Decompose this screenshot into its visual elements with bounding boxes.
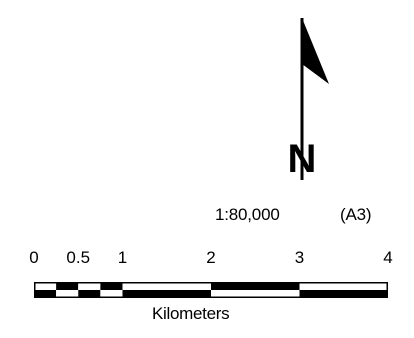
scale-ratio: 1:80,000 (215, 205, 280, 224)
scale-tick-label: 4 (383, 248, 393, 267)
scale-bar-segment (56, 283, 79, 290)
scale-bar-segment (56, 290, 79, 297)
north-letter: N (288, 137, 317, 181)
scale-tick-label: 2 (206, 248, 216, 267)
north-arrow-icon: N (288, 18, 329, 181)
scale-bar-segment (299, 283, 388, 290)
scale-bar-segment (100, 290, 123, 297)
paper-size: (A3) (340, 205, 372, 224)
scale-bar (34, 282, 388, 298)
scale-bar-segment (211, 290, 300, 297)
scale-bar-segment (299, 290, 388, 297)
scale-bar-border (34, 282, 388, 298)
scale-tick-label: 3 (294, 248, 305, 267)
scale-bar-segment (211, 283, 300, 290)
scale-tick-label: 0 (29, 248, 39, 267)
scale-bar-segment (34, 290, 57, 297)
scale-bar-segment (34, 283, 57, 290)
scale-bar-segment (122, 283, 211, 290)
scale-bar-segment (100, 283, 123, 290)
scale-bar-segment (78, 283, 101, 290)
scale-tick-label: 1 (117, 248, 128, 267)
scale-bar-segment (78, 290, 101, 297)
scale-bar-segment (122, 290, 211, 297)
scale-units-label: Kilometers (152, 304, 230, 323)
scale-tick-label: 0.5 (66, 248, 91, 267)
